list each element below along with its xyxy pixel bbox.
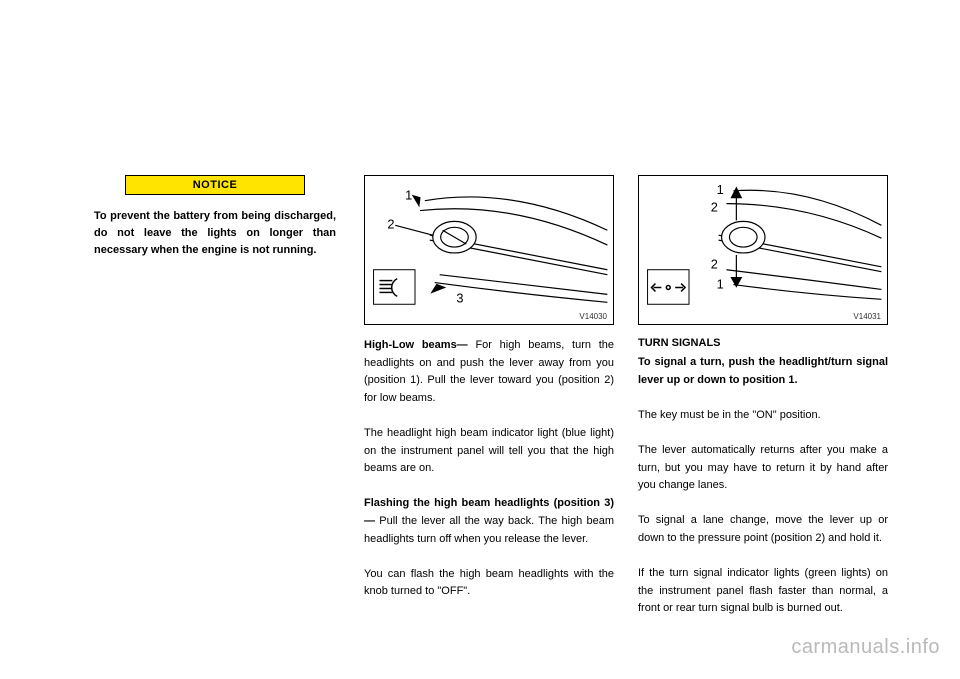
- figure-code-2: V14031: [853, 312, 881, 321]
- column-2: 1 2 3 V14030 High-Low beams— For high be…: [364, 175, 614, 618]
- col3-text: To signal a turn, push the headlight/tur…: [638, 354, 888, 618]
- fig2-num-3: 3: [456, 290, 463, 305]
- column-3: 1 2 2 1 V14031 TURN SIGNALS To signal a …: [638, 175, 888, 618]
- col3-p1-bold: To signal a turn, push the headlight/tur…: [638, 356, 888, 386]
- col2-p1-bold: High-Low beams—: [364, 339, 468, 351]
- col2-p3: Pull the lever all the way back. The hig…: [364, 515, 614, 545]
- watermark: carmanuals.info: [791, 636, 940, 659]
- col3-p2: The key must be in the "ON" position.: [638, 409, 821, 421]
- fig3-num-2a: 2: [711, 200, 718, 215]
- fig2-num-2: 2: [387, 216, 394, 231]
- col2-text: High-Low beams— For high beams, turn the…: [364, 337, 614, 601]
- col3-p5: If the turn signal indicator lights (gre…: [638, 567, 888, 614]
- figure-turn-signal: 1 2 2 1 V14031: [638, 175, 888, 325]
- fig3-num-2b: 2: [711, 257, 718, 272]
- col3-p4: To signal a lane change, move the lever …: [638, 514, 888, 544]
- notice-text: To prevent the battery from being discha…: [90, 203, 340, 259]
- fig2-num-1: 1: [405, 188, 412, 203]
- col3-title: TURN SIGNALS: [638, 337, 888, 349]
- fig3-num-1b: 1: [717, 276, 724, 291]
- figure-code-1: V14030: [579, 312, 607, 321]
- column-1: NOTICE To prevent the battery from being…: [90, 175, 340, 618]
- col2-p2: The headlight high beam indicator light …: [364, 427, 614, 474]
- notice-label: NOTICE: [125, 175, 305, 195]
- fig3-num-1a: 1: [717, 182, 724, 197]
- figure-high-beam: 1 2 3 V14030: [364, 175, 614, 325]
- col2-p4: You can flash the high beam headlights w…: [364, 568, 614, 598]
- col3-p3: The lever automatically returns after yo…: [638, 444, 888, 491]
